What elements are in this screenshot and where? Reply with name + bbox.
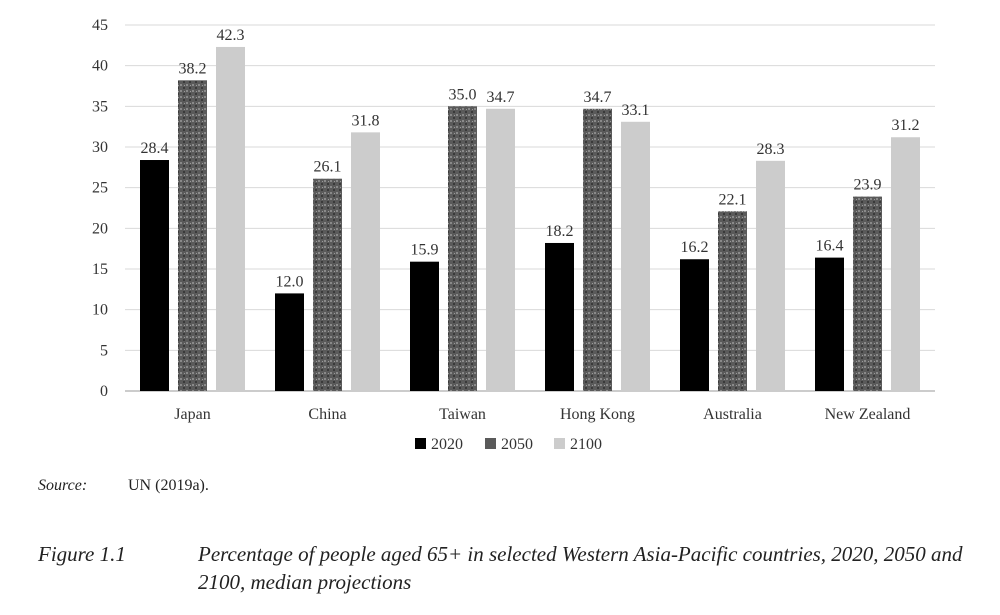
y-tick-label: 45: [92, 17, 108, 34]
data-label: 28.3: [757, 141, 785, 158]
x-axis-ticks: Japan China Taiwan Hong Kong Australia New Ze…: [174, 406, 910, 423]
data-label: 35.0: [449, 86, 477, 103]
data-label: 34.7: [584, 89, 612, 106]
legend-label-2050: 2050: [501, 436, 533, 453]
data-label: 26.1: [314, 159, 342, 176]
data-labels: 28.4 38.2 42.3 12.0 26.1 31.8 15.9 35.0 34.7 18.2…: [141, 27, 920, 290]
x-tick-label: New Zealand: [825, 406, 911, 423]
data-label: 16.4: [816, 238, 844, 255]
y-axis-ticks: 0 5 10 15 20 25 30 35 40 45: [92, 17, 108, 400]
data-label: 31.8: [352, 112, 380, 129]
bar-2020-taiwan: [410, 261, 439, 391]
data-label: 28.4: [141, 140, 169, 157]
bar-2020-hong-kong: [545, 242, 574, 391]
bar-2100-china: [351, 132, 380, 392]
y-tick-label: 30: [92, 139, 108, 156]
data-label: 33.1: [622, 102, 650, 119]
y-tick-label: 5: [100, 342, 108, 359]
x-tick-label: Japan: [174, 406, 210, 423]
bar-2100-hong-kong: [621, 121, 650, 391]
y-tick-label: 35: [92, 98, 108, 115]
y-tick-label: 20: [92, 220, 108, 237]
bar-2050-china: [313, 178, 342, 391]
bar-2050-taiwan: [448, 106, 477, 391]
y-tick-label: 40: [92, 58, 108, 75]
bar-2100-japan: [216, 46, 245, 392]
bar-2020-australia: [680, 259, 709, 391]
bar-chart: 0 5 10 15 20 25 30 35 40 45 28.4 38.2 42.3 12.0 26.1 3…: [92, 17, 935, 453]
bar-2100-taiwan: [486, 108, 515, 392]
bar-2050-australia: [718, 211, 747, 391]
figure-caption: Figure 1.1 Percentage of people aged 65+ …: [38, 540, 978, 596]
bar-2050-japan: [178, 80, 207, 391]
bar-2020-china: [275, 293, 304, 391]
x-tick-label: Australia: [703, 406, 762, 423]
bar-2100-new-zealand: [891, 137, 920, 391]
bar-2050-new-zealand: [853, 196, 882, 391]
bar-2050-hong-kong: [583, 108, 612, 392]
y-tick-label: 15: [92, 261, 108, 278]
x-tick-label: Hong Kong: [560, 406, 635, 423]
source-note: Source: UN (2019a).: [38, 477, 209, 495]
data-label: 23.9: [854, 177, 882, 194]
legend: 2020 2050 2100: [415, 436, 602, 453]
data-label: 42.3: [217, 27, 245, 44]
data-label: 15.9: [411, 242, 439, 259]
y-tick-label: 0: [100, 383, 108, 400]
bar-2100-australia: [756, 160, 785, 391]
data-label: 18.2: [546, 223, 574, 240]
bar-2020-japan: [140, 160, 169, 391]
source-text: UN (2019a).: [128, 477, 209, 494]
x-tick-label: China: [308, 406, 346, 423]
gridlines: [125, 24, 935, 392]
data-label: 31.2: [892, 117, 920, 134]
x-tick-label: Taiwan: [439, 406, 486, 423]
legend-swatch-2050: [485, 438, 496, 449]
bars: [140, 46, 920, 392]
data-label: 22.1: [719, 191, 747, 208]
data-label: 12.0: [276, 273, 304, 290]
source-label: Source:: [38, 477, 88, 494]
data-label: 38.2: [179, 60, 207, 77]
figure-number: Figure 1.1: [38, 542, 126, 566]
legend-swatch-2020: [415, 438, 426, 449]
y-tick-label: 10: [92, 302, 108, 319]
figure-caption-text: Percentage of people aged 65+ in selecte…: [198, 542, 963, 594]
bar-2020-new-zealand: [815, 257, 844, 391]
legend-label-2100: 2100: [570, 436, 602, 453]
data-label: 34.7: [487, 89, 515, 106]
data-label: 16.2: [681, 239, 709, 256]
y-tick-label: 25: [92, 180, 108, 197]
legend-label-2020: 2020: [431, 436, 463, 453]
legend-swatch-2100: [554, 438, 565, 449]
